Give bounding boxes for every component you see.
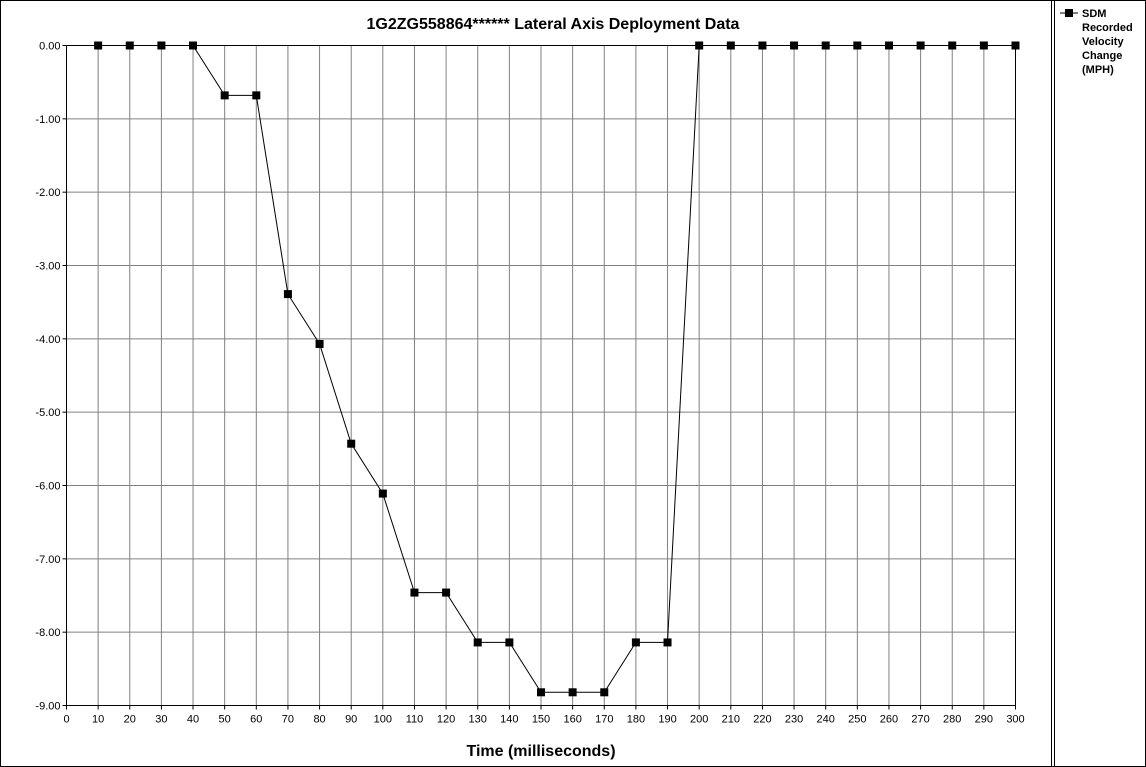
y-tick-label: -9.00	[35, 701, 60, 713]
data-point	[442, 588, 451, 597]
x-tick-label: 10	[92, 714, 104, 726]
legend-label: (MPH)	[1082, 64, 1114, 76]
legend-label: SDM	[1082, 8, 1106, 20]
data-point	[948, 41, 957, 50]
x-tick-label: 280	[943, 714, 961, 726]
data-point	[252, 91, 261, 100]
data-point	[347, 439, 356, 448]
legend: SDM Recorded Velocity Change (MPH)	[1060, 8, 1133, 76]
plot-area-border	[66, 45, 1016, 706]
x-tick-label: 230	[785, 714, 803, 726]
x-tick-label: 300	[1006, 714, 1024, 726]
chart-title: 1G2ZG558864****** Lateral Axis Deploymen…	[367, 16, 740, 33]
x-tick-label: 100	[374, 714, 392, 726]
data-point	[505, 638, 514, 647]
y-tick-label: -4.00	[35, 334, 60, 346]
data-point	[1011, 41, 1020, 50]
data-point	[600, 688, 609, 697]
data-point	[790, 41, 799, 50]
x-tick-label: 140	[500, 714, 518, 726]
data-point	[853, 41, 862, 50]
y-tick-label: -1.00	[35, 114, 60, 126]
data-point	[94, 41, 103, 50]
x-tick-label: 110	[406, 714, 424, 726]
legend-label: Recorded	[1082, 22, 1133, 34]
data-point	[220, 91, 229, 100]
x-axis-label: Time (milliseconds)	[466, 743, 615, 760]
legend-marker	[1065, 9, 1073, 17]
x-tick-label: 170	[595, 714, 613, 726]
x-tick-label: 20	[124, 714, 136, 726]
x-tick-label: 210	[722, 714, 740, 726]
x-tick-label: 250	[848, 714, 866, 726]
x-tick-label: 150	[532, 714, 550, 726]
x-tick-label: 90	[345, 714, 357, 726]
data-point	[315, 339, 324, 348]
data-point	[663, 638, 672, 647]
data-point	[189, 41, 198, 50]
legend-label: Velocity	[1082, 36, 1124, 48]
data-point	[283, 290, 292, 299]
data-point	[568, 688, 577, 697]
x-axis: 0 10 20 30 40 50 60 70 80 90 100 110 120 130 140 150 160…	[63, 705, 1025, 726]
x-tick-label: 240	[817, 714, 835, 726]
x-tick-label: 130	[469, 714, 487, 726]
x-tick-label: 270	[911, 714, 929, 726]
data-point	[979, 41, 988, 50]
x-tick-label: 120	[437, 714, 455, 726]
series-line	[98, 45, 1016, 693]
x-tick-label: 40	[187, 714, 199, 726]
y-tick-label: -8.00	[35, 627, 60, 639]
data-point	[758, 41, 767, 50]
y-tick-label: -6.00	[35, 481, 60, 493]
y-tick-label: -2.00	[35, 187, 60, 199]
x-tick-label: 160	[563, 714, 581, 726]
x-tick-label: 80	[313, 714, 325, 726]
data-point	[473, 638, 482, 647]
data-point	[726, 41, 735, 50]
data-point	[884, 41, 893, 50]
y-tick-label: -7.00	[35, 554, 60, 566]
series-markers	[94, 41, 1020, 697]
y-tick-label: -5.00	[35, 407, 60, 419]
x-tick-label: 200	[690, 714, 708, 726]
data-point	[125, 41, 134, 50]
data-point	[410, 588, 419, 597]
legend-label: Change	[1082, 50, 1122, 62]
x-tick-label: 190	[658, 714, 676, 726]
data-point	[916, 41, 925, 50]
y-tick-label: -3.00	[35, 261, 60, 273]
x-tick-label: 50	[219, 714, 231, 726]
y-axis: 0.00 -1.00 -2.00 -3.00 -4.00 -5.00 -6.00 -7.00 -…	[35, 41, 67, 713]
x-tick-label: 220	[753, 714, 771, 726]
x-tick-label: 60	[250, 714, 262, 726]
data-point	[157, 41, 166, 50]
x-tick-label: 180	[627, 714, 645, 726]
data-point	[378, 489, 387, 498]
x-tick-label: 260	[880, 714, 898, 726]
data-point	[631, 638, 640, 647]
data-point	[537, 688, 545, 697]
x-tick-label: 0	[63, 714, 69, 726]
data-point	[695, 41, 704, 50]
y-tick-label: 0.00	[39, 41, 60, 53]
data-point	[821, 41, 830, 50]
x-tick-label: 30	[155, 714, 167, 726]
x-tick-label: 290	[975, 714, 993, 726]
x-tick-label: 70	[282, 714, 294, 726]
